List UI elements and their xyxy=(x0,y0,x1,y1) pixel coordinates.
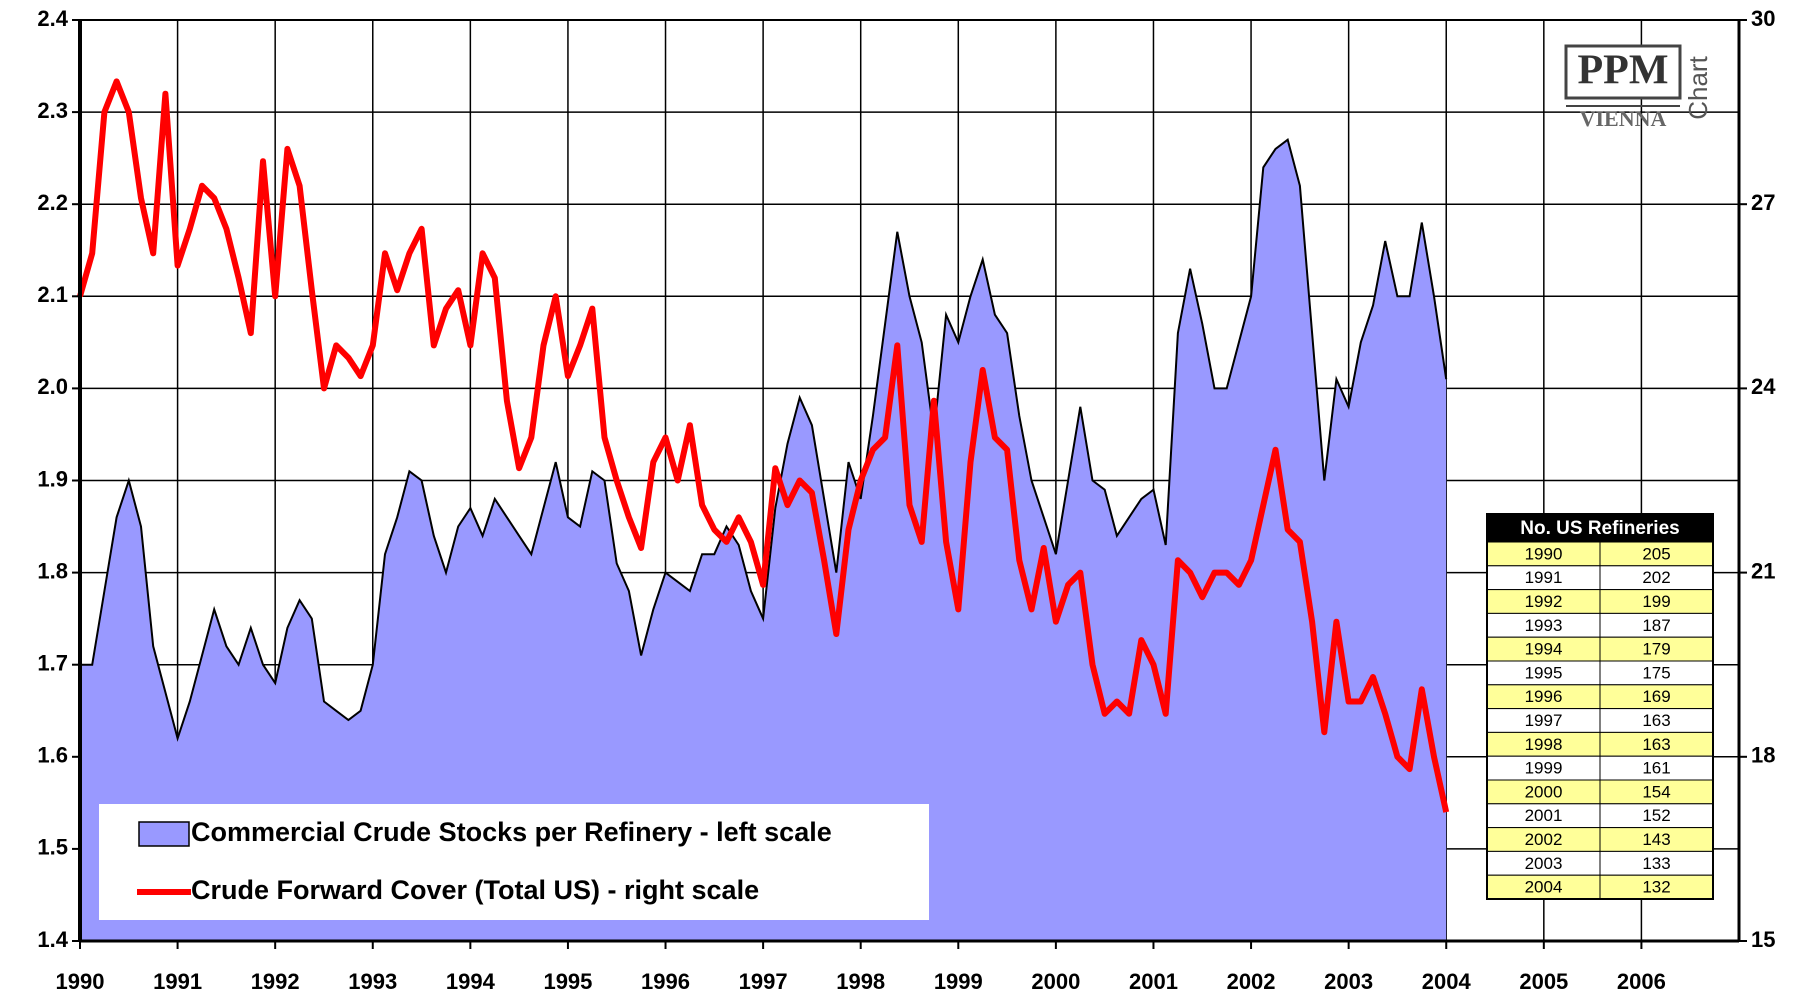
legend-label: Crude Forward Cover (Total US) - right s… xyxy=(191,875,759,905)
table-cell: 175 xyxy=(1642,663,1670,682)
x-tick-label: 1994 xyxy=(446,969,496,994)
table-cell: 1990 xyxy=(1525,544,1563,563)
table-cell: 132 xyxy=(1642,878,1670,897)
logo-frame xyxy=(1564,44,1682,100)
y-tick-label: 2.1 xyxy=(37,282,68,307)
logo: PPM VIENNA Chart xyxy=(1564,44,1713,131)
x-tick-label: 1997 xyxy=(739,969,788,994)
logo-word: Chart xyxy=(1683,55,1713,119)
table-cell: 1994 xyxy=(1525,640,1563,659)
table-cell: 143 xyxy=(1642,830,1670,849)
table-cell: 1998 xyxy=(1525,735,1563,754)
x-tick-label: 2002 xyxy=(1227,969,1276,994)
y2-tick-label: 30 xyxy=(1751,6,1775,31)
table-cell: 1995 xyxy=(1525,663,1563,682)
y-tick-label: 1.7 xyxy=(37,651,68,676)
x-tick-label: 2003 xyxy=(1324,969,1373,994)
x-tick-label: 1995 xyxy=(543,969,592,994)
line xyxy=(77,78,1450,813)
logo-mark: PPM xyxy=(1578,48,1669,94)
y2-tick-label: 27 xyxy=(1751,190,1775,215)
legend-label: Commercial Crude Stocks per Refinery - l… xyxy=(191,817,832,847)
table-cell: 2004 xyxy=(1525,878,1563,897)
x-tick-label: 2001 xyxy=(1129,969,1178,994)
data xyxy=(77,78,1450,941)
legend-box xyxy=(99,804,929,920)
x-tick-label: 2000 xyxy=(1031,969,1080,994)
table-cell: 133 xyxy=(1642,854,1670,873)
area-outline xyxy=(80,138,1448,742)
table-cell: 1997 xyxy=(1525,711,1563,730)
y-tick-label: 2.3 xyxy=(37,98,68,123)
table-cell: 2001 xyxy=(1525,806,1563,825)
table-cell: 163 xyxy=(1642,735,1670,754)
table-cell: 1993 xyxy=(1525,616,1563,635)
table-cell: 205 xyxy=(1642,544,1670,563)
legend: Commercial Crude Stocks per Refinery - l… xyxy=(99,804,929,920)
y2-tick-label: 24 xyxy=(1751,374,1776,399)
table-title: No. US Refineries xyxy=(1520,518,1679,539)
table-cell: 187 xyxy=(1642,616,1670,635)
y-tick-label: 1.8 xyxy=(37,558,68,583)
y-tick-label: 1.6 xyxy=(37,743,68,768)
y-tick-label: 1.4 xyxy=(37,927,68,952)
x-tick-label: 2004 xyxy=(1422,969,1472,994)
table-cell: 1999 xyxy=(1525,759,1563,778)
x-tick-label: 1999 xyxy=(934,969,983,994)
y-tick-label: 1.5 xyxy=(37,835,68,860)
y2-tick-label: 15 xyxy=(1751,927,1775,952)
y2-tick-label: 21 xyxy=(1751,558,1775,583)
table-cell: 1991 xyxy=(1525,568,1563,587)
x-tick-label: 1991 xyxy=(153,969,202,994)
logo-city: VIENNA xyxy=(1580,106,1667,131)
x-tick-label: 1993 xyxy=(348,969,397,994)
table-cell: 179 xyxy=(1642,640,1670,659)
table-cell: 202 xyxy=(1642,568,1670,587)
y-tick-label: 1.9 xyxy=(37,466,68,491)
table-cell: 2002 xyxy=(1525,830,1563,849)
table-cell: 1992 xyxy=(1525,592,1563,611)
legend-swatch xyxy=(138,821,190,847)
table-cell: 1996 xyxy=(1525,687,1563,706)
table-cell: 152 xyxy=(1642,806,1670,825)
area xyxy=(80,139,1447,941)
y-tick-label: 2.2 xyxy=(37,190,68,215)
table-header xyxy=(1487,514,1713,542)
table-cell: 199 xyxy=(1642,592,1670,611)
table-cell: 2000 xyxy=(1525,782,1563,801)
axes: 1.4 1.5 1.6 1.7 1.8 1.9 2.0 2.1 2.2 2.3 2.4 15 18 21 2… xyxy=(37,6,1776,994)
table: No. US Refineries 1990 205 1991 202 1992 199 19… xyxy=(1486,513,1714,900)
table-cell: 163 xyxy=(1642,711,1670,730)
x-tick-label: 2006 xyxy=(1617,969,1666,994)
table-cell: 154 xyxy=(1642,782,1670,801)
y-tick-label: 2.0 xyxy=(37,374,68,399)
x-tick-label: 1996 xyxy=(641,969,690,994)
table-cell: 2003 xyxy=(1525,854,1563,873)
x-tick-label: 1990 xyxy=(56,969,105,994)
table-cell: 169 xyxy=(1642,687,1670,706)
table-frame xyxy=(1486,513,1714,900)
y-tick-label: 2.4 xyxy=(37,6,68,31)
y2-tick-label: 18 xyxy=(1751,743,1775,768)
x-tick-label: 2005 xyxy=(1519,969,1568,994)
x-tick-label: 1992 xyxy=(251,969,300,994)
table-cell: 161 xyxy=(1642,759,1670,778)
x-tick-label: 1998 xyxy=(836,969,885,994)
